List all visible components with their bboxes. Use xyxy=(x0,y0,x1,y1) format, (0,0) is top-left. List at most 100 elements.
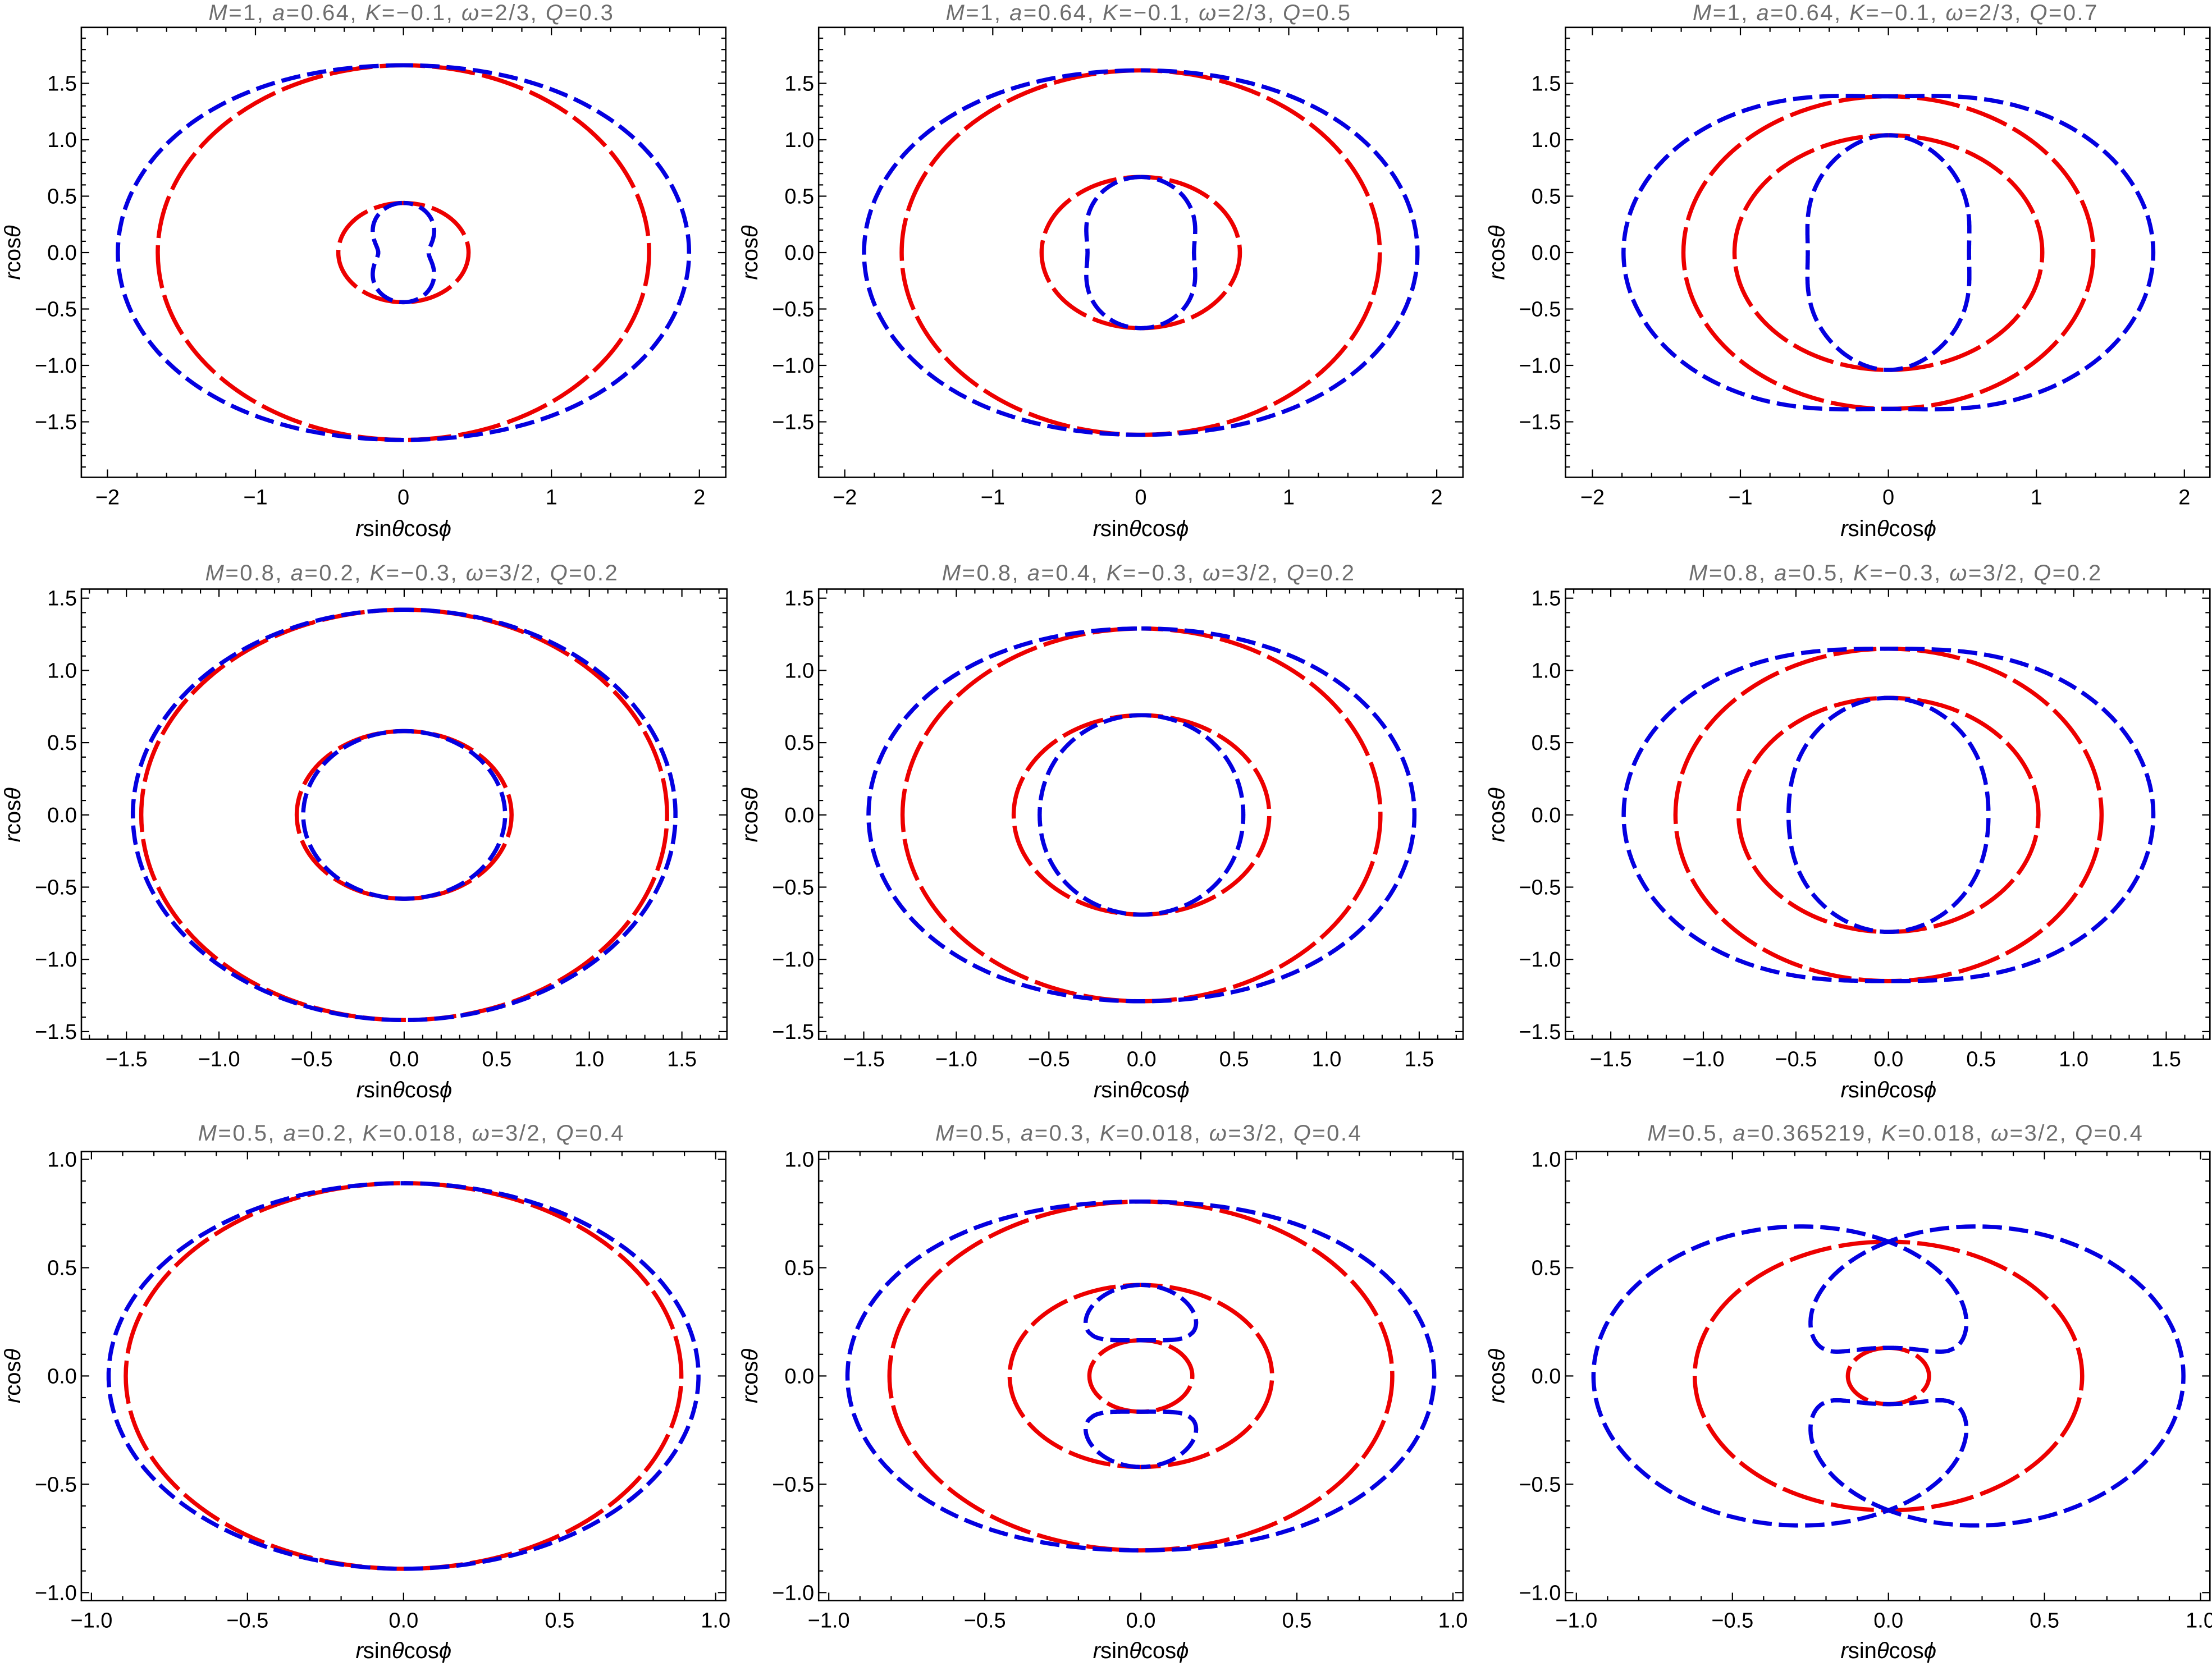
svg-text:−1.0: −1.0 xyxy=(1519,948,1561,972)
svg-text:0.5: 0.5 xyxy=(1966,1048,1996,1072)
svg-text:−1.0: −1.0 xyxy=(35,354,77,378)
svg-text:1.5: 1.5 xyxy=(784,587,814,611)
svg-text:0.5: 0.5 xyxy=(482,1048,511,1072)
svg-text:M=1, a=0.64, K=−0.1, ω=2/3, Q=: M=1, a=0.64, K=−0.1, ω=2/3, Q=0.7 xyxy=(1693,1,2099,25)
svg-text:−1.5: −1.5 xyxy=(772,411,814,434)
svg-text:−2: −2 xyxy=(833,486,857,509)
svg-text:−0.5: −0.5 xyxy=(1519,1473,1561,1496)
svg-text:1.0: 1.0 xyxy=(1532,659,1561,683)
svg-text:rsinθcosϕ: rsinθcosϕ xyxy=(1093,1638,1189,1663)
svg-text:1.0: 1.0 xyxy=(574,1048,604,1072)
svg-text:M=0.5, a=0.365219, K=0.018, ω=: M=0.5, a=0.365219, K=0.018, ω=3/2, Q=0.4 xyxy=(1647,1121,2144,1146)
svg-text:1.0: 1.0 xyxy=(47,659,77,683)
svg-text:−0.5: −0.5 xyxy=(772,1473,814,1496)
svg-text:0.0: 0.0 xyxy=(1532,804,1561,827)
svg-text:−0.5: −0.5 xyxy=(35,1473,77,1496)
svg-text:1.0: 1.0 xyxy=(701,1609,730,1633)
svg-text:M=1, a=0.64, K=−0.1, ω=2/3, Q=: M=1, a=0.64, K=−0.1, ω=2/3, Q=0.5 xyxy=(945,1,1351,25)
svg-text:−0.5: −0.5 xyxy=(290,1048,332,1072)
svg-text:1: 1 xyxy=(2031,486,2042,509)
svg-text:rsinθcosϕ: rsinθcosϕ xyxy=(1840,1638,1936,1663)
svg-text:0.0: 0.0 xyxy=(47,1365,77,1388)
svg-text:1.0: 1.0 xyxy=(1532,129,1561,152)
svg-text:M=0.8, a=0.5, K=−0.3, ω=3/2, Q: M=0.8, a=0.5, K=−0.3, ω=3/2, Q=0.2 xyxy=(1689,561,2103,585)
svg-text:1.5: 1.5 xyxy=(1404,1048,1434,1072)
svg-text:rcosθ: rcosθ xyxy=(1484,788,1509,843)
svg-text:1: 1 xyxy=(1283,486,1295,509)
svg-text:1.5: 1.5 xyxy=(2151,1048,2181,1072)
svg-text:−0.5: −0.5 xyxy=(1519,298,1561,322)
svg-text:1.0: 1.0 xyxy=(1312,1048,1342,1072)
svg-text:−0.5: −0.5 xyxy=(964,1609,1006,1633)
svg-text:rcosθ: rcosθ xyxy=(1,225,25,280)
svg-text:−1.0: −1.0 xyxy=(772,354,814,378)
svg-text:−0.5: −0.5 xyxy=(35,876,77,900)
svg-text:rsinθcosϕ: rsinθcosϕ xyxy=(357,1078,453,1102)
svg-text:0.5: 0.5 xyxy=(47,731,77,755)
svg-text:M=1, a=0.64, K=−0.1, ω=2/3, Q=: M=1, a=0.64, K=−0.1, ω=2/3, Q=0.3 xyxy=(208,1,614,25)
svg-text:1.0: 1.0 xyxy=(1532,1148,1561,1172)
svg-text:1.5: 1.5 xyxy=(667,1048,697,1072)
svg-text:0.0: 0.0 xyxy=(47,804,77,827)
svg-text:1.5: 1.5 xyxy=(1532,72,1561,96)
svg-text:−1: −1 xyxy=(1728,486,1752,509)
svg-text:0.0: 0.0 xyxy=(784,804,814,827)
svg-text:−1.5: −1.5 xyxy=(1519,411,1561,434)
svg-text:0.0: 0.0 xyxy=(47,241,77,265)
svg-text:−2: −2 xyxy=(95,486,120,509)
svg-text:−1.0: −1.0 xyxy=(1519,1581,1561,1605)
svg-text:−1.0: −1.0 xyxy=(70,1609,112,1633)
svg-text:0.5: 0.5 xyxy=(1532,731,1561,755)
svg-text:0.0: 0.0 xyxy=(784,241,814,265)
svg-text:−1.5: −1.5 xyxy=(35,1020,77,1044)
svg-text:−1.0: −1.0 xyxy=(35,948,77,972)
svg-text:−1.5: −1.5 xyxy=(843,1048,885,1072)
svg-text:rsinθcosϕ: rsinθcosϕ xyxy=(1093,516,1189,541)
svg-text:1.5: 1.5 xyxy=(47,72,77,96)
svg-text:rsinθcosϕ: rsinθcosϕ xyxy=(355,516,451,541)
svg-text:0.0: 0.0 xyxy=(1873,1048,1903,1072)
svg-text:−1: −1 xyxy=(243,486,267,509)
svg-text:0.5: 0.5 xyxy=(784,1257,814,1280)
svg-text:0.5: 0.5 xyxy=(545,1609,574,1633)
svg-text:0.5: 0.5 xyxy=(1219,1048,1249,1072)
svg-text:−1.5: −1.5 xyxy=(1519,1020,1561,1044)
svg-text:−2: −2 xyxy=(1580,486,1605,509)
svg-text:0.0: 0.0 xyxy=(1126,1609,1156,1633)
svg-text:0.0: 0.0 xyxy=(389,1609,418,1633)
svg-text:−1.0: −1.0 xyxy=(1519,354,1561,378)
svg-text:rcosθ: rcosθ xyxy=(738,788,762,843)
svg-text:0.5: 0.5 xyxy=(47,1257,77,1280)
svg-text:0.5: 0.5 xyxy=(1532,185,1561,209)
svg-text:−1.0: −1.0 xyxy=(935,1048,977,1072)
svg-text:1.5: 1.5 xyxy=(784,72,814,96)
svg-text:0.0: 0.0 xyxy=(784,1365,814,1388)
svg-text:rcosθ: rcosθ xyxy=(738,1348,762,1403)
svg-text:−1.0: −1.0 xyxy=(808,1609,850,1633)
svg-text:rcosθ: rcosθ xyxy=(738,225,762,280)
svg-text:1.0: 1.0 xyxy=(2186,1609,2212,1633)
svg-text:−0.5: −0.5 xyxy=(35,298,77,322)
svg-text:M=0.5, a=0.2, K=0.018, ω=3/2,: M=0.5, a=0.2, K=0.018, ω=3/2, Q=0.4 xyxy=(198,1121,625,1146)
svg-text:1.0: 1.0 xyxy=(784,129,814,152)
svg-text:rsinθcosϕ: rsinθcosϕ xyxy=(1840,1078,1936,1102)
svg-text:0.0: 0.0 xyxy=(1532,1365,1561,1388)
svg-text:1.0: 1.0 xyxy=(47,1148,77,1172)
svg-text:−0.5: −0.5 xyxy=(1711,1609,1753,1633)
svg-text:0.0: 0.0 xyxy=(1127,1048,1157,1072)
svg-text:−1.5: −1.5 xyxy=(35,411,77,434)
svg-text:1.5: 1.5 xyxy=(47,587,77,611)
svg-text:−1.5: −1.5 xyxy=(772,1020,814,1044)
svg-text:−1.5: −1.5 xyxy=(1590,1048,1632,1072)
svg-text:0: 0 xyxy=(1882,486,1894,509)
svg-text:−1.0: −1.0 xyxy=(1555,1609,1597,1633)
svg-text:1.0: 1.0 xyxy=(2059,1048,2088,1072)
svg-text:0.0: 0.0 xyxy=(1873,1609,1903,1633)
svg-text:0.5: 0.5 xyxy=(1532,1257,1561,1280)
svg-text:−0.5: −0.5 xyxy=(226,1609,268,1633)
svg-text:1: 1 xyxy=(546,486,557,509)
svg-text:−0.5: −0.5 xyxy=(772,876,814,900)
svg-text:1.0: 1.0 xyxy=(1438,1609,1468,1633)
svg-text:−0.5: −0.5 xyxy=(1519,876,1561,900)
svg-text:rcosθ: rcosθ xyxy=(1,788,25,843)
